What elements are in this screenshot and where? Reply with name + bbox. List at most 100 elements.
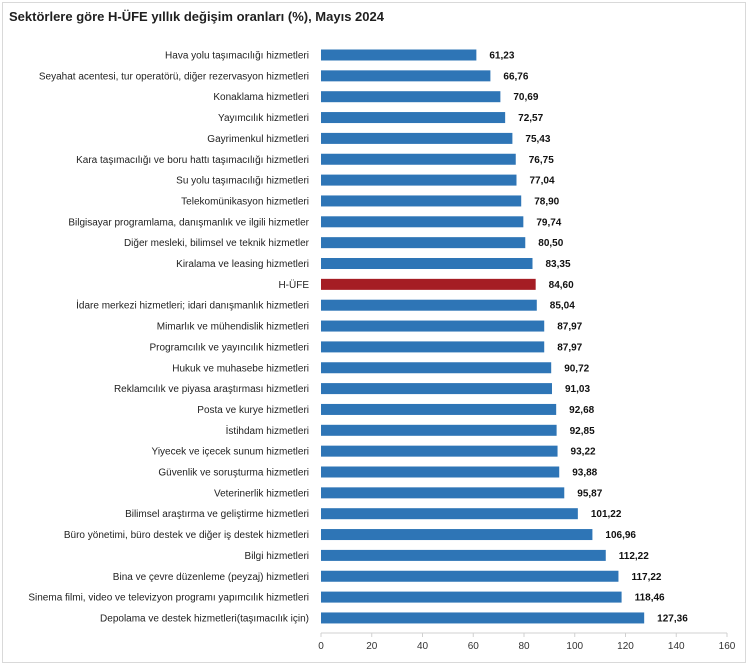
value-label-23: 106,96 [605,530,636,541]
value-label-11: 84,60 [549,280,574,291]
bar-13 [321,320,545,332]
category-label-22: Bilimsel araştırma ve geliştirme hizmetl… [125,509,309,520]
value-label-5: 76,75 [529,155,554,166]
bar-9 [321,237,526,249]
category-label-17: Posta ve kurye hizmetleri [197,405,309,416]
category-label-4: Gayrimenkul hizmetleri [207,134,309,145]
x-tick-label-3: 60 [468,641,480,652]
value-labels-group: 61,23 66,76 70,69 72,57 75,43 76,75 77,04 78,90… [489,51,688,625]
value-label-12: 85,04 [550,301,575,312]
x-tick-label-6: 120 [617,641,634,652]
value-label-17: 92,68 [569,405,594,416]
value-label-22: 101,22 [591,509,622,520]
value-label-21: 95,87 [577,488,602,499]
x-tick-label-2: 40 [417,641,429,652]
category-label-10: Kiralama ve leasing hizmetleri [176,259,309,270]
bar-5 [321,153,516,165]
bar-24 [321,549,606,561]
bar-6 [321,174,517,186]
category-label-14: Programcılık ve yayıncılık hizmetleri [150,342,310,353]
bar-19 [321,445,558,457]
category-label-7: Telekomünikasyon hizmetleri [181,196,309,207]
category-label-11: H-ÜFE [278,279,309,291]
bar-11 [321,278,536,290]
value-label-2: 70,69 [513,92,538,103]
category-label-23: Büro yönetimi, büro destek ve diğer iş d… [64,530,309,541]
category-label-18: İstihdam hizmetleri [226,424,309,437]
value-label-8: 79,74 [536,217,561,228]
x-tick-label-4: 80 [518,641,530,652]
bar-22 [321,508,578,520]
bar-21 [321,487,565,499]
bar-15 [321,362,552,374]
bar-16 [321,383,552,395]
bar-10 [321,258,533,269]
value-label-15: 90,72 [564,363,589,374]
value-label-19: 93,22 [571,447,596,458]
category-label-20: Güvenlik ve soruşturma hizmetleri [158,468,309,479]
value-label-25: 117,22 [631,572,661,583]
bar-17 [321,403,557,415]
bar-26 [321,591,622,603]
category-label-16: Reklamcılık ve piyasa araştırması hizmet… [114,384,309,395]
category-label-12: İdare merkezi hizmetleri; idari danışman… [76,299,309,312]
bar-8 [321,216,524,228]
value-label-18: 92,85 [570,426,595,437]
value-label-10: 83,35 [546,259,571,270]
x-tick-label-0: 0 [318,641,324,652]
category-label-25: Bina ve çevre düzenleme (peyzaj) hizmetl… [113,572,309,583]
bar-1 [321,70,491,82]
category-label-8: Bilgisayar programlama, danışmanlık ve i… [68,217,309,228]
category-labels-group: Hava yolu taşımacılığı hizmetleri Seyahat… [28,51,309,625]
x-axis: 0 20 40 60 80 100 120 140 160 [318,632,736,652]
category-label-26: Sinema filmi, video ve televizyon progra… [28,593,309,604]
bar-23 [321,529,593,541]
x-tick-label-1: 20 [366,641,378,652]
bar-20 [321,466,560,478]
bar-4 [321,132,513,144]
category-label-27: Depolama ve destek hizmetleri(taşımacılı… [100,613,309,624]
bar-25 [321,570,619,582]
category-label-3: Yayımcılık hizmetleri [218,113,309,124]
bar-12 [321,299,537,311]
value-label-13: 87,97 [557,322,582,333]
bar-14 [321,341,545,353]
x-tick-label-8: 160 [719,641,736,652]
value-label-7: 78,90 [534,196,559,207]
value-label-26: 118,46 [635,593,665,604]
x-tick-label-5: 100 [566,641,583,652]
category-label-2: Konaklama hizmetleri [213,92,309,103]
value-label-14: 87,97 [557,342,582,353]
category-label-0: Hava yolu taşımacılığı hizmetleri [165,51,309,62]
category-label-13: Mimarlık ve mühendislik hizmetleri [157,322,309,333]
value-label-6: 77,04 [529,176,554,187]
category-label-15: Hukuk ve muhasebe hizmetleri [172,363,309,374]
value-label-16: 91,03 [565,384,590,395]
chart-title: Sektörlere göre H-ÜFE yıllık değişim ora… [9,9,384,24]
value-label-1: 66,76 [503,71,528,82]
bar-0 [321,49,477,61]
value-label-0: 61,23 [489,51,514,62]
category-label-19: Yiyecek ve içecek sunum hizmetleri [152,447,309,458]
category-label-5: Kara taşımacılığı ve boru hattı taşımacı… [76,155,309,166]
value-label-9: 80,50 [538,238,563,249]
category-label-6: Su yolu taşımacılığı hizmetleri [176,176,309,187]
value-label-24: 112,22 [619,551,649,562]
bar-7 [321,195,522,207]
value-label-27: 127,36 [657,613,688,624]
bar-2 [321,91,501,103]
bar-3 [321,112,506,124]
value-label-4: 75,43 [525,134,550,145]
value-label-20: 93,88 [572,468,597,479]
category-label-1: Seyahat acentesi, tur operatörü, diğer r… [39,71,309,82]
category-label-21: Veterinerlik hizmetleri [214,488,309,499]
bars-group [321,49,645,624]
category-label-9: Diğer mesleki, bilimsel ve teknik hizmet… [124,238,310,249]
value-label-3: 72,57 [518,113,543,124]
bar-18 [321,424,557,436]
bar-27 [321,612,645,624]
x-tick-label-7: 140 [668,641,685,652]
category-label-24: Bilgi hizmetleri [245,551,309,562]
